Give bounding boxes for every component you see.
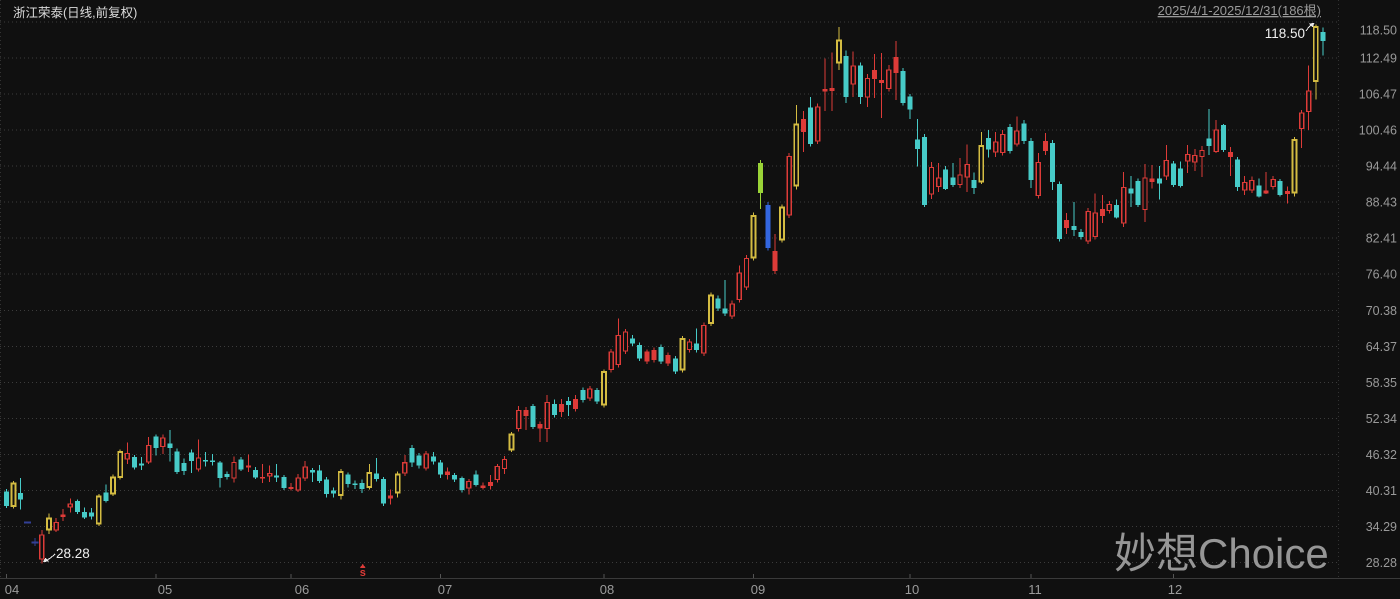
svg-text:28.28: 28.28 (1366, 556, 1397, 570)
svg-text:76.40: 76.40 (1366, 268, 1397, 282)
svg-text:12: 12 (1168, 582, 1182, 597)
svg-text:28.28: 28.28 (56, 546, 90, 561)
svg-text:浙江荣泰(日线,前复权): 浙江荣泰(日线,前复权) (13, 5, 137, 20)
svg-text:118.50: 118.50 (1265, 26, 1305, 41)
svg-text:07: 07 (438, 582, 452, 597)
svg-text:10: 10 (905, 582, 919, 597)
svg-text:64.37: 64.37 (1366, 340, 1397, 354)
svg-text:100.46: 100.46 (1359, 124, 1397, 138)
svg-text:11: 11 (1028, 582, 1042, 597)
svg-text:04: 04 (5, 582, 19, 597)
svg-text:88.43: 88.43 (1366, 196, 1397, 210)
svg-text:09: 09 (751, 582, 765, 597)
svg-text:妙想Choice: 妙想Choice (1114, 530, 1329, 577)
svg-text:58.35: 58.35 (1366, 376, 1397, 390)
svg-text:46.32: 46.32 (1366, 448, 1397, 462)
svg-text:118.50: 118.50 (1360, 24, 1397, 38)
svg-text:40.31: 40.31 (1366, 484, 1397, 498)
svg-text:112.49: 112.49 (1360, 52, 1397, 66)
svg-text:06: 06 (295, 582, 309, 597)
svg-text:s: s (360, 567, 366, 579)
svg-text:52.34: 52.34 (1366, 412, 1397, 426)
svg-text:70.38: 70.38 (1366, 304, 1397, 318)
svg-text:82.41: 82.41 (1366, 232, 1397, 246)
svg-text:2025/4/1-2025/12/31(186根): 2025/4/1-2025/12/31(186根) (1158, 3, 1321, 18)
svg-text:34.29: 34.29 (1366, 520, 1397, 534)
svg-text:08: 08 (600, 582, 614, 597)
svg-text:106.47: 106.47 (1359, 88, 1397, 102)
svg-text:94.44: 94.44 (1366, 160, 1397, 174)
svg-text:05: 05 (158, 582, 172, 597)
